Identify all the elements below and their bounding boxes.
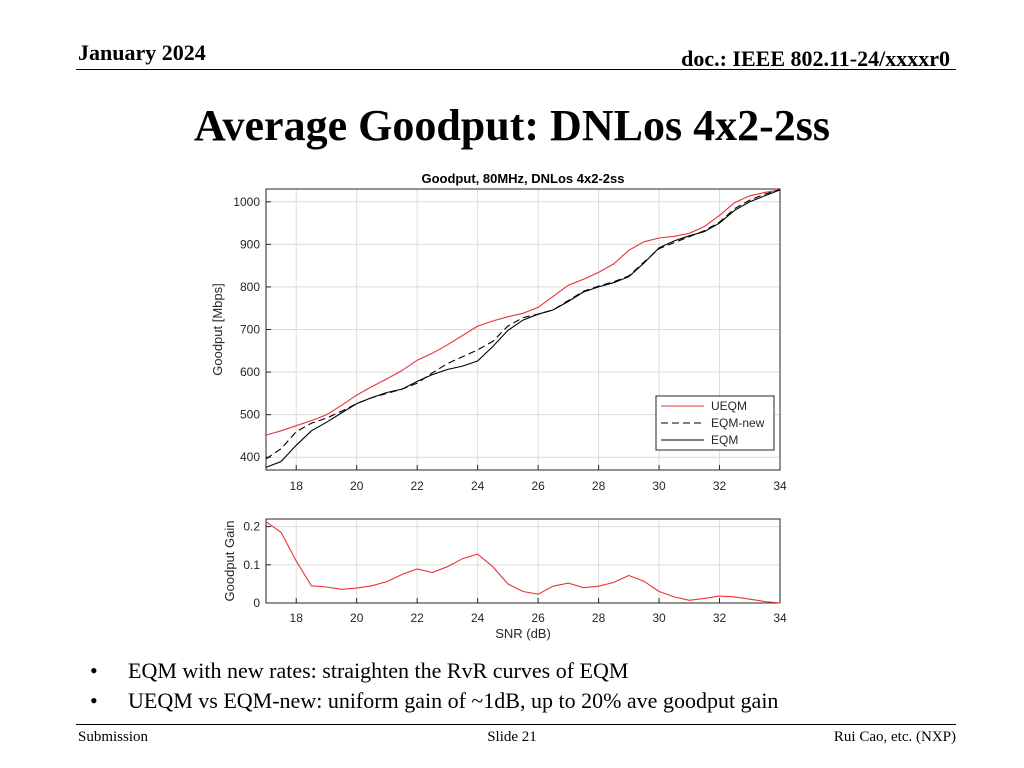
y-tick-label: 600 <box>240 365 260 379</box>
footer-slide-number: Slide 21 <box>487 729 537 745</box>
x-tick-label: 24 <box>471 479 485 493</box>
x-tick-label: 18 <box>290 479 304 493</box>
x-tick-label: 28 <box>592 479 606 493</box>
y-tick-label: 700 <box>240 323 260 337</box>
x-tick-label: 20 <box>350 479 364 493</box>
x-tick-label: 30 <box>652 479 666 493</box>
x-tick-label: 22 <box>410 611 424 625</box>
footer-submission: Submission <box>78 729 149 745</box>
legend-label: UEQM <box>711 399 747 413</box>
plot-frame <box>265 518 781 604</box>
bullet-dot-icon: • <box>90 688 98 713</box>
bullet-dot-icon: • <box>90 658 98 683</box>
series-line-gain <box>265 521 781 604</box>
x-tick-label: 18 <box>290 611 304 625</box>
y-tick-label: 0 <box>253 596 260 610</box>
footer-author: Rui Cao, etc. (NXP) <box>833 729 956 745</box>
header-doc-id: doc.: IEEE 802.11-24/xxxxr0 <box>681 46 950 71</box>
series-line-ueqm <box>265 189 781 436</box>
y-axis-label: Goodput [Mbps] <box>210 283 225 376</box>
x-tick-label: 28 <box>592 611 606 625</box>
legend-label: EQM-new <box>711 416 765 430</box>
header-divider <box>76 69 956 70</box>
x-tick-label: 32 <box>713 611 727 625</box>
slide-title: Average Goodput: DNLos 4x2-2ss <box>194 101 830 150</box>
footer-divider <box>76 724 956 725</box>
header-date: January 2024 <box>78 40 206 65</box>
y-tick-label: 0.2 <box>243 520 260 534</box>
x-tick-label: 26 <box>531 611 545 625</box>
chart-title: Goodput, 80MHz, DNLos 4x2-2ss <box>422 171 625 186</box>
bullet-list: • EQM with new rates: straighten the RvR … <box>90 656 778 716</box>
y-tick-label: 800 <box>240 280 260 294</box>
legend-label: EQM <box>711 433 738 447</box>
y-tick-label: 500 <box>240 408 260 422</box>
bullet-item: • UEQM vs EQM-new: uniform gain of ~1dB, … <box>90 686 778 716</box>
x-tick-label: 34 <box>773 611 787 625</box>
y-tick-label: 1000 <box>233 195 260 209</box>
plot-area <box>266 519 780 603</box>
series-line-eqm <box>265 189 781 468</box>
x-tick-label: 30 <box>652 611 666 625</box>
y-axis-label: Goodput Gain <box>222 521 237 602</box>
x-tick-label: 26 <box>531 479 545 493</box>
bullet-text: EQM with new rates: straighten the RvR c… <box>128 658 629 683</box>
x-tick-label: 24 <box>471 611 485 625</box>
x-axis-label: SNR (dB) <box>495 626 551 641</box>
x-tick-label: 20 <box>350 611 364 625</box>
y-tick-label: 0.1 <box>243 558 260 572</box>
y-tick-label: 900 <box>240 237 260 251</box>
x-tick-label: 34 <box>773 479 787 493</box>
bullet-item: • EQM with new rates: straighten the RvR … <box>90 656 778 686</box>
bullet-text: UEQM vs EQM-new: uniform gain of ~1dB, u… <box>128 688 779 713</box>
y-tick-label: 400 <box>240 450 260 464</box>
x-tick-label: 22 <box>410 479 424 493</box>
x-tick-label: 32 <box>713 479 727 493</box>
